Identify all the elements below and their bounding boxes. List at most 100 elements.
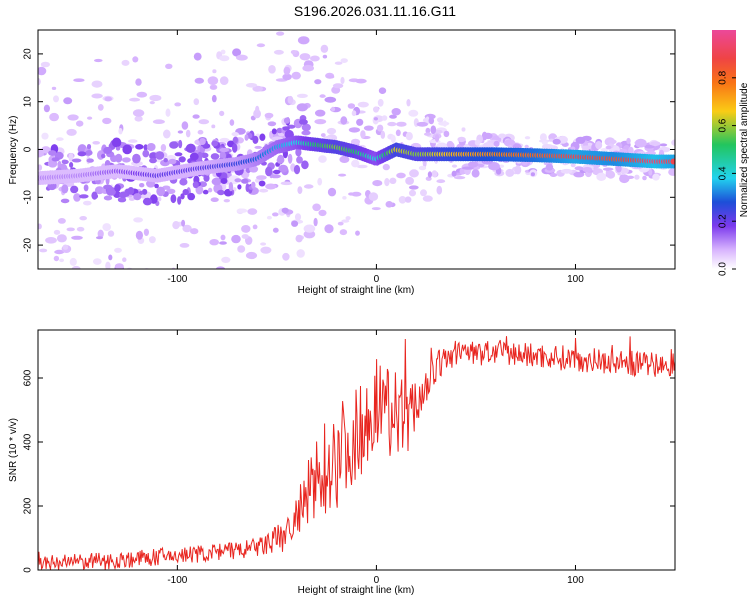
spectrogram-speckle bbox=[143, 228, 149, 236]
spectrogram-speckle bbox=[602, 167, 614, 171]
spectrogram-speckle bbox=[174, 102, 182, 107]
spectrogram-speckle bbox=[451, 170, 457, 177]
snr-x-ticks: -100 0 100 bbox=[167, 330, 584, 586]
spectrogram-blob bbox=[47, 160, 58, 168]
spectrogram-speckle bbox=[326, 127, 337, 135]
spectrogram-blob bbox=[73, 193, 81, 202]
spectrogram-speckle bbox=[424, 132, 432, 136]
spectrogram-speckle bbox=[198, 119, 210, 125]
spectrogram-speckle bbox=[93, 258, 102, 265]
spectrogram-speckle bbox=[545, 163, 554, 171]
spectrogram-blob bbox=[86, 144, 92, 150]
spectrogram-blob bbox=[71, 158, 82, 163]
spectrogram-speckle bbox=[320, 44, 329, 53]
spectrogram-speckle bbox=[504, 139, 516, 147]
spectrogram-blob bbox=[51, 157, 60, 162]
spectrogram-speckle bbox=[425, 116, 430, 125]
spectrogram-blob bbox=[200, 152, 209, 159]
spectrogram-speckle bbox=[223, 199, 230, 203]
spectrogram-speckle bbox=[73, 78, 85, 82]
spectrogram-blob bbox=[122, 144, 132, 155]
spectrogram-speckle bbox=[373, 106, 379, 113]
spectrogram-speckle bbox=[49, 112, 59, 122]
spectrogram-speckle bbox=[179, 243, 190, 248]
spectrogram-speckle bbox=[302, 64, 315, 72]
spectrogram-speckle bbox=[237, 245, 246, 253]
spectrogram-speckle bbox=[356, 164, 368, 169]
spectrogram-speckle bbox=[318, 155, 327, 163]
spectrogram-speckle bbox=[626, 137, 631, 145]
spectrogram-speckle bbox=[431, 170, 438, 178]
spectrogram-speckle bbox=[659, 143, 668, 147]
spectrogram-blob bbox=[142, 197, 153, 206]
spectrogram-speckle bbox=[38, 164, 43, 171]
spectrogram-speckle bbox=[442, 120, 447, 127]
spectrogram-speckle bbox=[332, 83, 344, 89]
spectrogram-speckle bbox=[105, 261, 111, 269]
y-tick-label: 0 bbox=[23, 567, 34, 573]
spectrogram-speckle bbox=[124, 275, 129, 281]
spectrogram-blob bbox=[119, 191, 128, 199]
spectrogram-speckle bbox=[634, 138, 647, 148]
spectrogram-speckle bbox=[94, 186, 105, 195]
spectrogram-speckle bbox=[68, 153, 74, 162]
spectrogram-speckle bbox=[314, 79, 322, 85]
spectrogram-blob bbox=[252, 135, 259, 144]
spectrogram-speckle bbox=[342, 196, 347, 200]
spectrogram-blob bbox=[197, 151, 203, 160]
spectrogram-speckle bbox=[71, 265, 81, 269]
spectrogram-speckle bbox=[254, 145, 262, 149]
x-tick-label: 100 bbox=[567, 274, 584, 285]
spectrogram-speckle bbox=[76, 120, 84, 127]
spectrogram-speckle bbox=[131, 281, 139, 285]
spectrogram-blob bbox=[122, 157, 131, 163]
colorbar-tick-label: 0.0 bbox=[718, 262, 729, 276]
spectrogram-blob bbox=[163, 158, 168, 163]
spectrogram-speckle bbox=[241, 234, 249, 239]
spectrogram-speckle bbox=[134, 115, 143, 122]
spectrogram-blob bbox=[154, 183, 159, 189]
y-tick-label: 0 bbox=[23, 146, 34, 152]
colorbar-gradient bbox=[712, 30, 736, 269]
spectrogram-speckle bbox=[206, 270, 213, 275]
spectrogram-speckle bbox=[212, 69, 217, 74]
spectrogram-speckle bbox=[219, 55, 230, 62]
spectrogram-speckle bbox=[575, 136, 586, 144]
y-tick-label: 10 bbox=[23, 96, 34, 108]
spectrogram-speckle bbox=[378, 87, 387, 94]
spectrogram-speckle bbox=[634, 174, 640, 180]
spectrogram-speckle bbox=[406, 99, 411, 107]
spectrogram-speckle bbox=[38, 77, 41, 86]
spectrogram-speckle bbox=[409, 189, 416, 197]
spectrogram-speckle bbox=[236, 208, 248, 213]
spectrogram-speckle bbox=[221, 256, 231, 263]
spectrogram-blob bbox=[169, 141, 179, 149]
spectrogram-speckle bbox=[595, 141, 603, 150]
spectrogram-speckle bbox=[404, 196, 412, 203]
spectrogram-blob bbox=[60, 198, 70, 204]
spectrogram-speckle bbox=[430, 125, 437, 134]
spectrogram-speckle bbox=[355, 230, 360, 236]
spectrogram-speckle bbox=[97, 104, 104, 111]
spectrogram-speckle bbox=[149, 101, 155, 105]
spectrogram-speckle bbox=[377, 98, 384, 107]
spectrogram-speckle bbox=[135, 230, 143, 240]
spectrogram-blob bbox=[149, 158, 157, 164]
spectrogram-speckle bbox=[615, 164, 622, 173]
spectrogram-blob bbox=[284, 129, 294, 139]
spectrogram-speckle bbox=[389, 114, 397, 119]
spectrogram-speckle bbox=[376, 124, 384, 132]
spectrogram-speckle bbox=[89, 275, 94, 281]
spectrogram-speckle bbox=[313, 217, 318, 227]
spectrogram-blob bbox=[189, 152, 199, 161]
spectrogram-speckle bbox=[436, 117, 444, 123]
spectrogram-speckle bbox=[56, 234, 67, 243]
spectrogram-speckle bbox=[348, 127, 361, 133]
spectrogram-blob bbox=[139, 183, 145, 188]
spectrogram-speckle bbox=[43, 104, 51, 113]
colorbar-tick-label: 0.2 bbox=[718, 214, 729, 228]
spectrogram-blob bbox=[199, 138, 206, 145]
spectrogram-speckle bbox=[339, 155, 350, 163]
spectrogram-speckle bbox=[382, 163, 390, 171]
spectrogram-speckle bbox=[157, 196, 162, 202]
